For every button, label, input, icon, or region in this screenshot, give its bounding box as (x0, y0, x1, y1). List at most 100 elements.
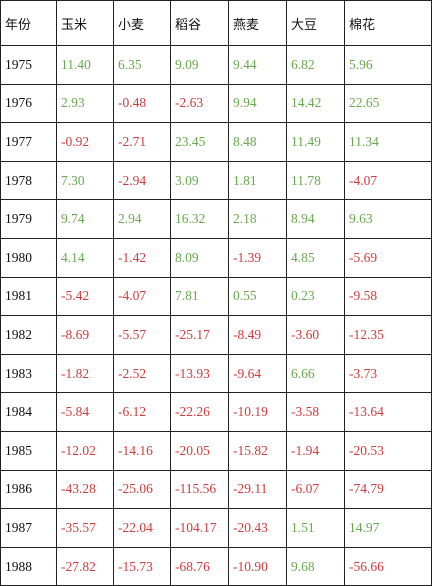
cell-rice: -22.26 (170, 392, 229, 432)
cell-soybean: 11.78 (286, 160, 345, 201)
table-row: 1980 4.14 -1.42 8.09 -1.39 4.85 -5.69 (0, 237, 432, 278)
cell-soybean: 6.66 (286, 353, 345, 394)
cell-rice: -2.63 (170, 83, 229, 124)
header-wheat: 小麦 (113, 0, 171, 46)
cell-wheat: -15.73 (113, 546, 171, 586)
cell-wheat: 2.94 (113, 199, 171, 239)
header-year: 年份 (0, 0, 57, 46)
cell-wheat: -5.57 (113, 315, 171, 355)
table-row: 1975 11.40 6.35 9.09 9.44 6.82 5.96 (0, 45, 432, 85)
cell-year: 1987 (0, 508, 57, 548)
cell-corn: 11.40 (56, 45, 114, 85)
cell-rice: -68.76 (170, 546, 229, 586)
cell-wheat: -1.42 (113, 237, 171, 278)
cell-corn: -1.82 (56, 353, 114, 394)
cell-year: 1982 (0, 315, 57, 355)
cell-wheat: -25.06 (113, 469, 171, 510)
cell-wheat: -22.04 (113, 508, 171, 548)
cell-year: 1980 (0, 237, 57, 278)
cell-rice: 3.09 (170, 160, 229, 201)
cell-soybean: 8.94 (286, 199, 345, 239)
cell-soybean: -3.58 (286, 392, 345, 432)
cell-cotton: -9.58 (344, 276, 432, 317)
cell-oats: -20.43 (228, 508, 287, 548)
cell-oats: -9.64 (228, 353, 287, 394)
cell-year: 1978 (0, 160, 57, 201)
cell-soybean: 6.82 (286, 45, 345, 85)
cell-rice: 8.09 (170, 237, 229, 278)
cell-corn: -35.57 (56, 508, 114, 548)
cell-rice: -20.05 (170, 430, 229, 471)
table-row: 1978 7.30 -2.94 3.09 1.81 11.78 -4.07 (0, 160, 432, 201)
cell-rice: -25.17 (170, 315, 229, 355)
cell-cotton: -3.73 (344, 353, 432, 394)
header-oats: 燕麦 (228, 0, 287, 46)
table-row: 1982 -8.69 -5.57 -25.17 -8.49 -3.60 -12.35 (0, 315, 432, 355)
cell-oats: 8.48 (228, 122, 287, 162)
cell-year: 1986 (0, 469, 57, 510)
cell-cotton: -13.64 (344, 392, 432, 432)
cell-oats: 9.94 (228, 83, 287, 124)
cell-oats: -1.39 (228, 237, 287, 278)
cell-oats: -10.90 (228, 546, 287, 586)
header-rice: 稻谷 (170, 0, 229, 46)
cell-corn: 7.30 (56, 160, 114, 201)
cell-wheat: 6.35 (113, 45, 171, 85)
table-row: 1987 -35.57 -22.04 -104.17 -20.43 1.51 14.97 (0, 508, 432, 548)
table-row: 1986 -43.28 -25.06 -115.56 -29.11 -6.07 -74.79 (0, 469, 432, 510)
cell-year: 1975 (0, 45, 57, 85)
cell-corn: -0.92 (56, 122, 114, 162)
cell-soybean: 1.51 (286, 508, 345, 548)
cell-year: 1976 (0, 83, 57, 124)
cell-corn: -43.28 (56, 469, 114, 510)
table-row: 1977 -0.92 -2.71 23.45 8.48 11.49 11.34 (0, 122, 432, 162)
cell-cotton: 11.34 (344, 122, 432, 162)
cell-wheat: -14.16 (113, 430, 171, 471)
cell-corn: -5.84 (56, 392, 114, 432)
cell-wheat: -4.07 (113, 276, 171, 317)
cell-corn: -27.82 (56, 546, 114, 586)
cell-cotton: -20.53 (344, 430, 432, 471)
cell-oats: 2.18 (228, 199, 287, 239)
cell-corn: 9.74 (56, 199, 114, 239)
cell-corn: -8.69 (56, 315, 114, 355)
cell-rice: 23.45 (170, 122, 229, 162)
table-row: 1985 -12.02 -14.16 -20.05 -15.82 -1.94 -20.53 (0, 430, 432, 471)
cell-rice: -13.93 (170, 353, 229, 394)
table-row: 1981 -5.42 -4.07 7.81 0.55 0.23 -9.58 (0, 276, 432, 317)
cell-year: 1988 (0, 546, 57, 586)
cell-corn: -12.02 (56, 430, 114, 471)
cell-rice: 7.81 (170, 276, 229, 317)
cell-soybean: -3.60 (286, 315, 345, 355)
cell-cotton: 9.63 (344, 199, 432, 239)
cell-wheat: -2.94 (113, 160, 171, 201)
cell-wheat: -0.48 (113, 83, 171, 124)
cell-wheat: -2.52 (113, 353, 171, 394)
cell-soybean: 9.68 (286, 546, 345, 586)
cell-soybean: 11.49 (286, 122, 345, 162)
cell-oats: 0.55 (228, 276, 287, 317)
table-row: 1984 -5.84 -6.12 -22.26 -10.19 -3.58 -13.64 (0, 392, 432, 432)
cell-soybean: -1.94 (286, 430, 345, 471)
table-row: 1988 -27.82 -15.73 -68.76 -10.90 9.68 -56.66 (0, 546, 432, 586)
cell-cotton: -56.66 (344, 546, 432, 586)
cell-wheat: -6.12 (113, 392, 171, 432)
table-row: 1979 9.74 2.94 16.32 2.18 8.94 9.63 (0, 199, 432, 239)
cell-rice: -104.17 (170, 508, 229, 548)
cell-oats: -8.49 (228, 315, 287, 355)
cell-oats: 1.81 (228, 160, 287, 201)
cell-wheat: -2.71 (113, 122, 171, 162)
cell-oats: -29.11 (228, 469, 287, 510)
cell-cotton: -74.79 (344, 469, 432, 510)
cell-soybean: 14.42 (286, 83, 345, 124)
table-header-row: 年份 玉米 小麦 稻谷 燕麦 大豆 棉花 (0, 0, 432, 46)
cell-year: 1984 (0, 392, 57, 432)
cell-year: 1981 (0, 276, 57, 317)
header-corn: 玉米 (56, 0, 114, 46)
cell-cotton: -12.35 (344, 315, 432, 355)
cell-cotton: -4.07 (344, 160, 432, 201)
cell-soybean: 0.23 (286, 276, 345, 317)
cell-corn: 2.93 (56, 83, 114, 124)
